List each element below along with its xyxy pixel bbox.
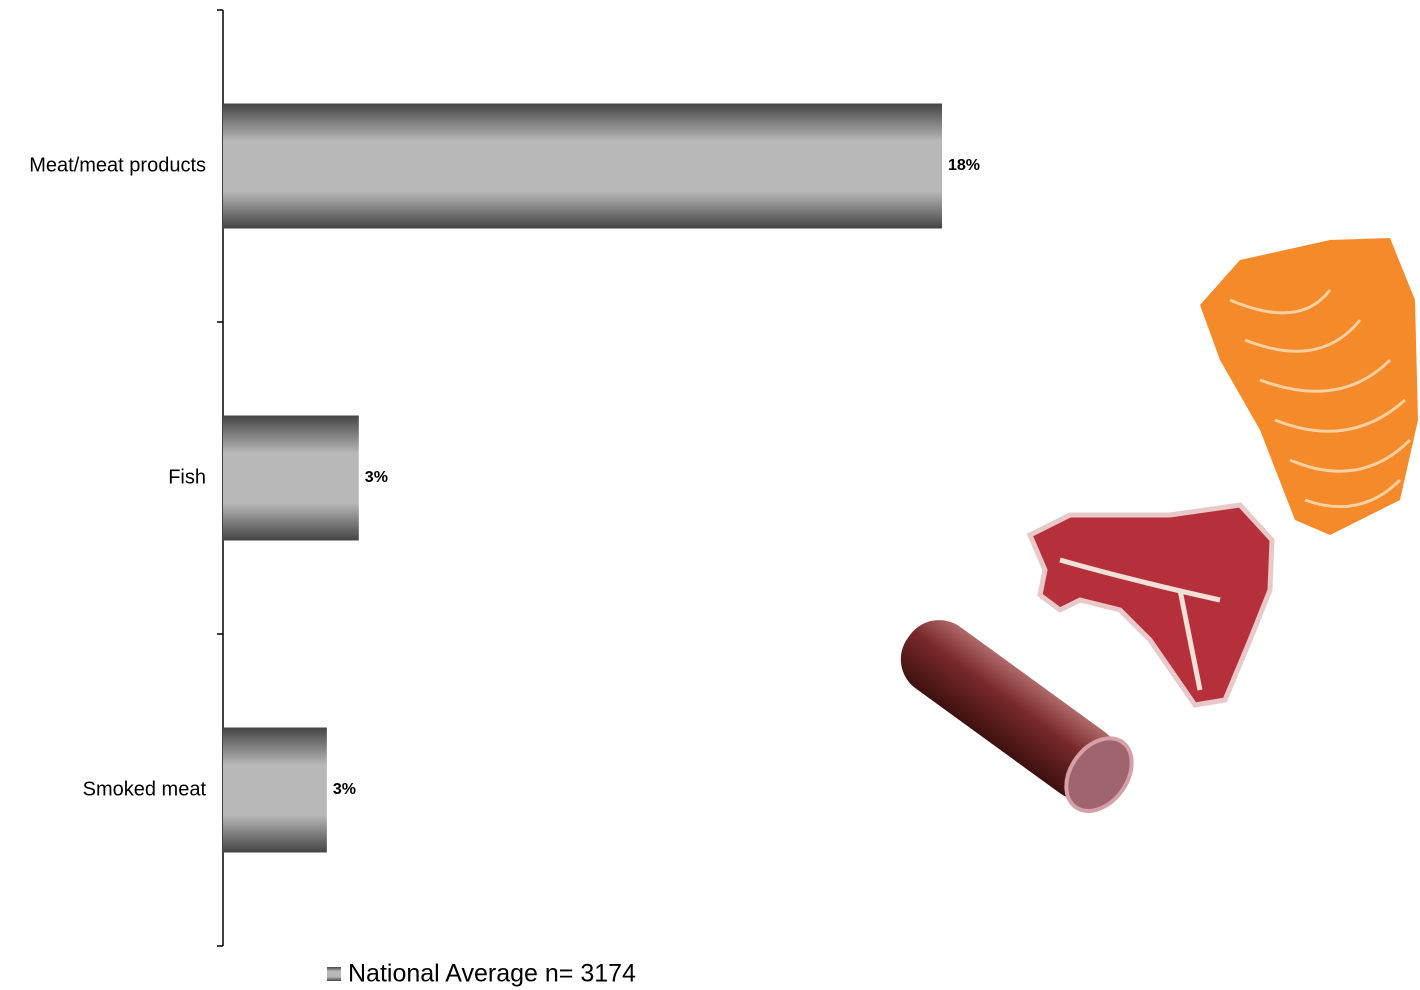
- category-label: Meat/meat products: [29, 154, 206, 176]
- sausage-image: [900, 620, 1134, 813]
- legend-swatch: [327, 967, 341, 981]
- steak-image: [1026, 502, 1275, 708]
- salmon-lines: [1229, 289, 1412, 509]
- category-label: Smoked meat: [83, 778, 207, 800]
- salmon-image: [1200, 238, 1418, 535]
- value-label: 3%: [365, 469, 388, 486]
- legend-label: National Average n= 3174: [348, 960, 636, 988]
- value-label: 3%: [333, 781, 356, 798]
- category-label: Fish: [168, 466, 206, 488]
- steak-bone: [1059, 557, 1221, 691]
- food-images: [900, 238, 1418, 813]
- bar: [223, 415, 359, 541]
- bar: [223, 727, 327, 853]
- bar: [223, 103, 942, 229]
- value-label: 18%: [948, 157, 980, 174]
